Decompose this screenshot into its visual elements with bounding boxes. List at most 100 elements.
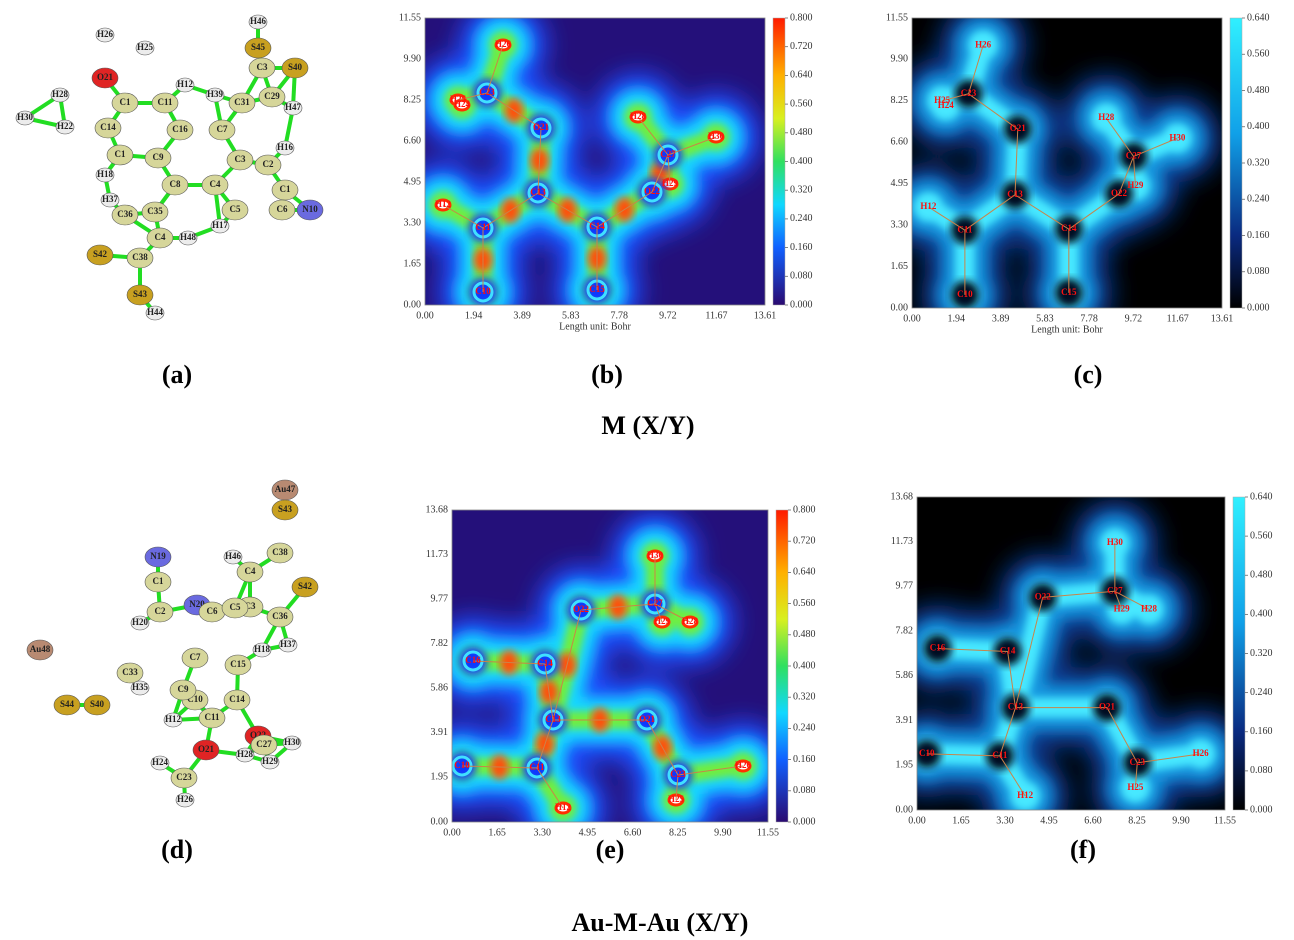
atom-label: O21 (1099, 702, 1116, 712)
atom-label: H30 (1169, 132, 1186, 142)
atom-label: H12 (435, 199, 452, 209)
atom-label: H28 (52, 89, 69, 99)
y-tick-label: 1.65 (404, 258, 422, 269)
caption: (b) (591, 360, 623, 389)
colorbar-label: 0.480 (1250, 570, 1273, 581)
x-tick-label: 9.90 (1172, 815, 1190, 826)
atom-label: H12 (177, 79, 194, 89)
x-tick-label: 6.60 (1084, 815, 1102, 826)
atom-label: C15 (230, 659, 246, 669)
atom-label: C14 (229, 694, 245, 704)
y-tick-label: 0.00 (891, 302, 909, 313)
y-tick-label: 9.90 (891, 54, 909, 65)
y-tick-label: 7.82 (431, 638, 449, 649)
group-label: M (X/Y) (601, 411, 694, 440)
colorbar-label: 0.000 (1250, 804, 1273, 815)
atom-label: C15 (589, 284, 605, 294)
atom-label: C27 (647, 598, 663, 608)
x-tick-label: 0.00 (908, 815, 926, 826)
atom-label: H29 (1114, 603, 1131, 613)
atom-label: C16 (930, 643, 946, 653)
y-tick-label: 6.60 (404, 135, 422, 146)
colorbar-label: 0.800 (793, 504, 816, 515)
y-tick-label: 13.68 (426, 504, 449, 515)
atom-label: C3 (257, 62, 268, 72)
atom-label: H29 (654, 616, 671, 626)
atom-label: H24 (152, 757, 169, 767)
colorbar-label: 0.000 (790, 299, 813, 310)
x-tick-label: 1.94 (465, 310, 483, 321)
y-tick-label: 8.25 (404, 94, 422, 105)
colorbar-label: 0.720 (793, 535, 816, 546)
y-tick-label: 11.73 (426, 549, 448, 560)
x-tick-label: 7.78 (611, 310, 629, 321)
y-tick-label: 9.77 (896, 581, 914, 592)
atom-label: H46 (225, 551, 242, 561)
atom-label: H26 (975, 39, 992, 49)
atom-label: C36 (272, 611, 288, 621)
x-tick-label: 11.67 (705, 310, 727, 321)
atom-label: C11 (992, 750, 1008, 760)
atom-label: C15 (1061, 287, 1077, 297)
colorbar-label: 0.480 (790, 127, 813, 138)
colorbar-label: 0.320 (793, 691, 816, 702)
atom-label: C23 (1130, 757, 1146, 767)
atom-label: H47 (285, 102, 302, 112)
atom-label: C38 (132, 252, 148, 262)
atom-label: H18 (97, 169, 114, 179)
atom-label: S40 (90, 699, 105, 709)
atom-label: H39 (207, 89, 224, 99)
atom-label: C16 (465, 655, 481, 665)
y-tick-label: 0.00 (404, 299, 422, 310)
x-tick-label: 13.61 (1211, 313, 1234, 324)
atom-label: H18 (254, 644, 271, 654)
atom-label: C13 (530, 187, 546, 197)
caption: (e) (596, 835, 625, 864)
atom-label: H28 (237, 749, 254, 759)
atom-label: C13 (1008, 702, 1024, 712)
caption: (d) (161, 835, 193, 864)
x-tick-label: 7.78 (1080, 313, 1098, 324)
colorbar-label: 0.640 (790, 70, 813, 81)
y-tick-label: 11.55 (886, 12, 908, 23)
atom-label: S42 (298, 581, 313, 591)
colorbar-label: 0.160 (1250, 726, 1273, 737)
atom-label: H28 (1098, 112, 1115, 122)
y-tick-label: 5.86 (431, 683, 449, 694)
atom-label: C1 (115, 149, 126, 159)
atom-label: C5 (230, 602, 241, 612)
density-map: H30C27H29H28O22C16C14C13O21C10C11H12C23H… (883, 497, 1245, 840)
y-tick-label: 4.95 (404, 176, 422, 187)
atom-label: C2 (155, 606, 166, 616)
y-tick-label: 1.95 (431, 772, 449, 783)
atom-label: C33 (122, 667, 138, 677)
atom-label: H26 (97, 29, 114, 39)
y-tick-label: 1.65 (891, 261, 909, 272)
density-map: H30C27H29H28O22C16C14C13O21C10C11H12C23H… (418, 510, 787, 852)
atom-label: C27 (1126, 150, 1142, 160)
x-tick-label: 0.00 (443, 827, 461, 838)
atom-label: C1 (153, 576, 164, 586)
y-tick-label: 9.90 (404, 53, 422, 64)
y-tick-label: 13.68 (891, 491, 914, 502)
atom-label: C23 (670, 769, 686, 779)
atom-label: H22 (57, 121, 74, 131)
colorbar-label: 0.320 (1250, 648, 1273, 659)
colorbar-label: 0.080 (1247, 266, 1270, 277)
atom-label: C14 (100, 122, 116, 132)
atom-label: C6 (207, 606, 218, 616)
x-tick-label: 1.65 (488, 827, 506, 838)
atom-label: Au48 (30, 644, 51, 654)
y-tick-label: 1.95 (896, 760, 914, 771)
atom-label: H30 (1107, 537, 1124, 547)
colorbar-label: 0.320 (1247, 157, 1270, 168)
atom-label: H24 (454, 99, 471, 109)
atom-label: H29 (662, 178, 679, 188)
atom-label: C4 (155, 232, 166, 242)
atom-label: C1 (280, 184, 291, 194)
colorbar-label: 0.240 (790, 213, 813, 224)
x-tick-label: 5.83 (562, 310, 580, 321)
colorbar-label: 0.080 (1250, 765, 1273, 776)
colorbar-label: 0.400 (790, 156, 813, 167)
colorbar-label: 0.560 (790, 98, 813, 109)
